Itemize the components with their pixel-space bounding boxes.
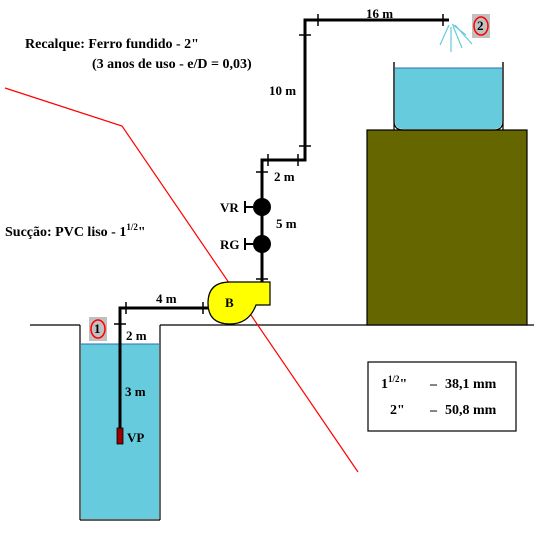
svg-text:11/2": 11/2" — [381, 374, 407, 392]
length-suction-vertical: 2 m — [126, 328, 147, 343]
length-riser-upper: 10 m — [269, 83, 296, 98]
legend-size-1-quote: " — [400, 377, 408, 392]
length-offset: 2 m — [274, 169, 295, 184]
point-marker-2: 2 — [472, 14, 490, 38]
legend-size-2: 2" — [390, 403, 405, 418]
point-marker-1: 1 — [89, 317, 107, 341]
succao-suffix: " — [138, 225, 146, 240]
recalque-title: Recalque: Ferro fundido - 2" — [25, 37, 199, 52]
legend-value-2: 50,8 mm — [445, 403, 497, 418]
pump — [207, 281, 271, 325]
legend-size-1: 1 — [381, 377, 388, 392]
suction-pipe — [118, 306, 210, 435]
legend-dash-1: – — [429, 377, 438, 392]
svg-text:2: 2 — [477, 18, 484, 33]
spray-icon — [439, 23, 473, 52]
succao-sup: 1/2 — [126, 222, 138, 232]
succao-text: Sucção: PVC liso - 1 — [5, 225, 126, 240]
reservoir-outline — [393, 62, 504, 131]
diameter-legend: 11/2" – 38,1 mm 2" – 50,8 mm — [367, 361, 517, 432]
legend-dash-2: – — [429, 403, 438, 418]
legend-size-1-sup: 1/2 — [388, 374, 400, 384]
gate-valve — [244, 235, 271, 253]
foot-valve-label: VP — [127, 430, 144, 445]
gate-valve-label: RG — [220, 237, 240, 252]
check-valve — [244, 198, 271, 216]
svg-text:1: 1 — [94, 321, 101, 336]
pipe-joints — [114, 14, 444, 325]
check-valve-label: VR — [220, 200, 239, 215]
succao-title: Sucção: PVC liso - 11/2" — [5, 222, 146, 240]
tank-stand — [366, 129, 528, 326]
recalque-subtitle: (3 anos de uso - e/D = 0,03) — [92, 57, 252, 72]
length-riser-lower: 5 m — [276, 216, 297, 231]
length-submerged: 3 m — [125, 384, 146, 399]
reservoir-water — [395, 68, 502, 129]
foot-valve — [116, 427, 124, 445]
energy-line — [4, 87, 359, 473]
length-horizontal: 4 m — [156, 291, 177, 306]
length-top: 16 m — [366, 6, 393, 21]
pump-label: B — [225, 295, 234, 310]
legend-value-1: 38,1 mm — [445, 377, 497, 392]
